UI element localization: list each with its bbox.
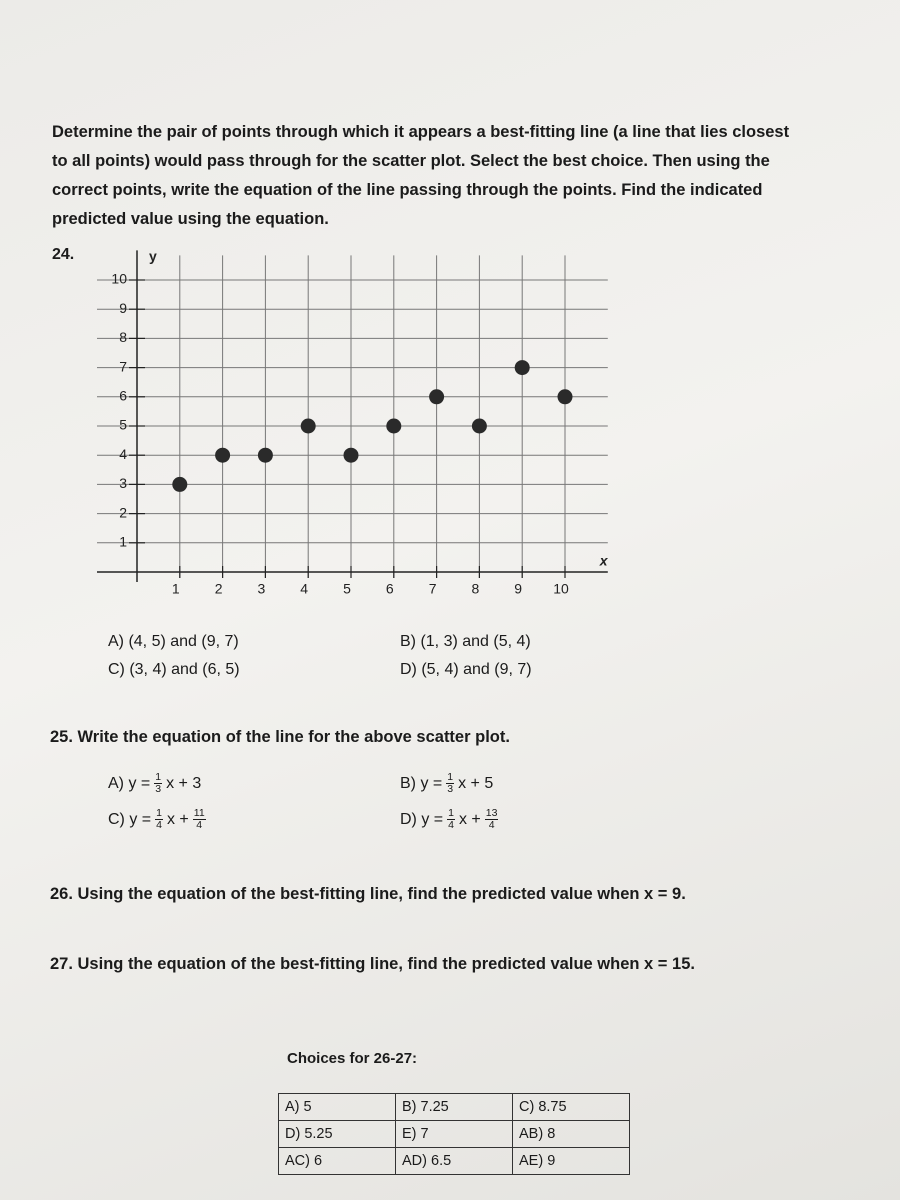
equation-rest: x +	[166, 810, 189, 828]
equation: D) y = 1 4 x +13 4	[400, 807, 499, 831]
x-tick-label: 8	[472, 581, 480, 597]
table-cell: A) 5	[278, 1093, 396, 1121]
table-row: AC) 6 AD) 6.5 AE) 9	[278, 1147, 630, 1175]
x-tick-label: 2	[215, 581, 223, 597]
y-tick-label: 8	[119, 329, 127, 345]
numerator: 1	[155, 807, 163, 820]
table-cell: AB) 8	[512, 1120, 630, 1148]
scatter-plot: 1 2 3 4 5 6 7 8 9 10 1 2 3 4 5 6 7 8 9 10 y x	[97, 248, 609, 597]
y-tick-label: 10	[111, 271, 127, 287]
x-tick-label: 9	[514, 581, 522, 597]
point	[343, 447, 359, 463]
choice: C) (3, 4) and (6, 5)	[108, 661, 240, 678]
x-tick-label: 7	[429, 581, 437, 597]
x-tick-label: 10	[553, 581, 569, 597]
numerator: 13	[484, 807, 499, 820]
y-tick-label: 5	[119, 417, 127, 433]
x-tick-label: 4	[300, 581, 308, 597]
denominator: 4	[488, 819, 495, 831]
x-axis-label: x	[599, 553, 609, 569]
fraction: 13 4	[484, 807, 499, 831]
y-tick-label: 7	[119, 358, 127, 374]
table-cell: B) 7.25	[395, 1093, 513, 1121]
table-cell: AC) 6	[278, 1147, 396, 1175]
numerator: 1	[447, 807, 455, 820]
equation: C) y = 1 4 x +11 4	[108, 808, 206, 831]
question: 26. Using the equation of the best-fitti…	[50, 885, 686, 903]
denominator: 4	[448, 819, 454, 831]
equation: A) y = 1 3 x + 3	[108, 772, 201, 795]
point	[514, 360, 530, 376]
table-row: D) 5.25 E) 7 AB) 8	[278, 1120, 630, 1148]
y-tick-label: 3	[119, 475, 127, 491]
denominator: 3	[447, 783, 454, 795]
point	[300, 418, 316, 434]
point	[172, 476, 188, 492]
choice: A) (4, 5) and (9, 7)	[108, 633, 239, 650]
denominator: 4	[156, 819, 162, 831]
point	[429, 389, 445, 405]
equation-prefix: D) y =	[400, 810, 444, 828]
y-axis-label: y	[149, 248, 157, 264]
denominator: 4	[196, 819, 203, 831]
point	[557, 389, 573, 405]
equation-prefix: B) y =	[400, 774, 443, 792]
question: 27. Using the equation of the best-fitti…	[50, 955, 695, 973]
numerator: 1	[446, 771, 455, 784]
point	[257, 447, 273, 463]
y-tick-label: 6	[119, 388, 127, 404]
denominator: 3	[155, 783, 162, 795]
numerator: 1	[154, 771, 163, 784]
point	[215, 447, 231, 463]
equation-rest: x + 3	[166, 774, 202, 792]
y-tick-label: 4	[119, 446, 127, 462]
equation-prefix: A) y =	[108, 774, 151, 792]
table-cell: D) 5.25	[278, 1120, 396, 1148]
instructions: Determine the pair of points through whi…	[52, 123, 790, 228]
question: 25. Write the equation of the line for t…	[50, 728, 510, 746]
numerator: 11	[192, 807, 206, 820]
table-cell: E) 7	[395, 1120, 513, 1148]
point	[471, 418, 487, 434]
table-row: A) 5 B) 7.25 C) 8.75	[278, 1093, 630, 1121]
y-tick-label: 1	[119, 534, 127, 550]
equation-rest: x +	[458, 810, 481, 828]
y-tick-label: 2	[119, 504, 127, 520]
x-tick-label: 6	[386, 581, 394, 597]
choice: B) (1, 3) and (5, 4)	[400, 633, 531, 650]
table-cell: C) 8.75	[512, 1093, 630, 1121]
equation-rest: x + 5	[458, 774, 494, 792]
choices-title: Choices for 26-27:	[287, 1050, 418, 1067]
fraction: 11 4	[192, 807, 206, 831]
equation: B) y = 1 3 x + 5	[400, 772, 493, 795]
x-tick-label: 5	[343, 581, 351, 597]
table-cell: AD) 6.5	[395, 1147, 513, 1175]
y-tick-label: 9	[119, 300, 127, 316]
point	[386, 418, 402, 434]
table-cell: AE) 9	[512, 1147, 630, 1175]
x-tick-label: 3	[258, 581, 266, 597]
problem-number: 24.	[52, 246, 75, 263]
choice: D) (5, 4) and (9, 7)	[400, 661, 532, 678]
equation-prefix: C) y =	[108, 810, 152, 828]
x-tick-label: 1	[172, 581, 180, 597]
